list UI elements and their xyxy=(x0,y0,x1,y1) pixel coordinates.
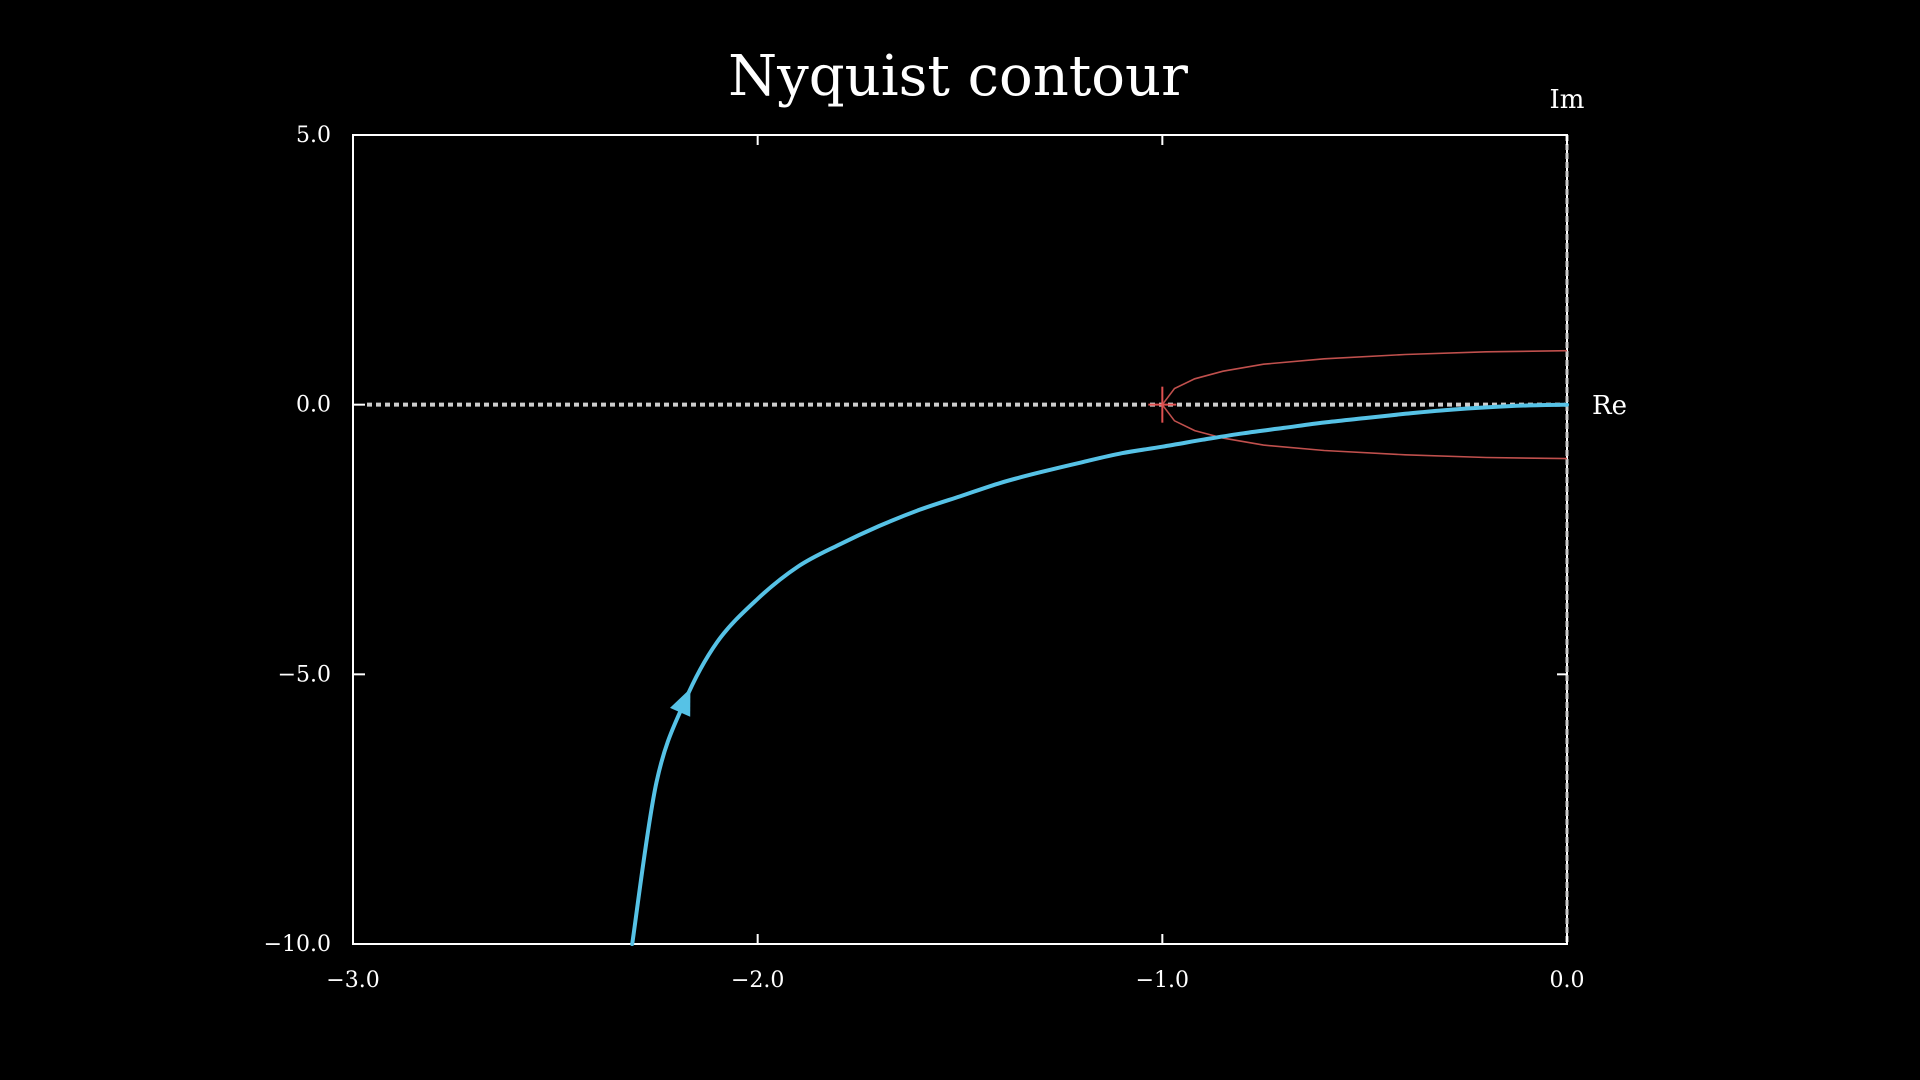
plot-frame xyxy=(352,134,1568,945)
y-tick-label: −5.0 xyxy=(278,662,331,687)
y-tick-label: −10.0 xyxy=(264,932,331,957)
y-axis-label: Im xyxy=(1550,85,1585,115)
y-tick-label: 0.0 xyxy=(296,393,331,418)
nyquist-curve xyxy=(630,402,1569,946)
x-tick-label: −1.0 xyxy=(1136,968,1189,993)
x-tick-label: −2.0 xyxy=(731,968,784,993)
x-axis-label: Re xyxy=(1592,391,1627,421)
chart-title: Nyquist contour xyxy=(728,44,1188,109)
x-tick-label: 0.0 xyxy=(1550,968,1585,993)
direction-arrow xyxy=(670,688,691,717)
x-tick-label: −3.0 xyxy=(326,968,379,993)
y-tick-label: 5.0 xyxy=(296,123,331,148)
